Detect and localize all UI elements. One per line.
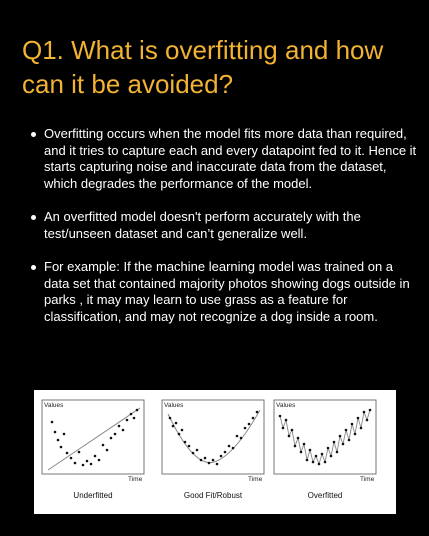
panel-frame	[161, 399, 265, 475]
fit-curve	[167, 409, 261, 464]
bullet-item: Overfitting occurs when the model fits m…	[22, 126, 417, 192]
fit-comparison-svg: Values Time Underfitted Values Time	[41, 399, 377, 500]
panel-good-fit: Values Time Good Fit/Robust	[161, 399, 265, 500]
fit-comparison-figure: Values Time Underfitted Values Time	[34, 390, 396, 514]
data-points	[278, 408, 372, 466]
panel-caption: Good Fit/Robust	[184, 491, 243, 500]
panel-underfitted: Values Time Underfitted	[41, 399, 145, 500]
y-axis-label: Values	[276, 402, 296, 409]
y-axis-label: Values	[44, 402, 64, 409]
bullet-dot-icon	[31, 215, 36, 220]
bullet-item: For example: If the machine learning mod…	[22, 259, 417, 325]
data-points	[168, 410, 259, 466]
page-title: Q1. What is overfitting and how can it b…	[22, 35, 384, 99]
panel-overfitted: Values Time Overfitted	[273, 399, 377, 500]
y-axis-label: Values	[164, 402, 184, 409]
panel-frame	[41, 399, 145, 475]
panel-caption: Underfitted	[73, 491, 112, 500]
x-axis-label: Time	[248, 476, 263, 483]
bullet-text: Overfitting occurs when the model fits m…	[44, 126, 417, 191]
bullet-dot-icon	[31, 265, 36, 270]
panel-caption: Overfitted	[308, 491, 343, 500]
bullet-text: For example: If the machine learning mod…	[44, 259, 410, 324]
bullet-list: Overfitting occurs when the model fits m…	[22, 126, 417, 342]
fit-line	[47, 407, 141, 471]
bullet-dot-icon	[31, 132, 36, 137]
x-axis-label: Time	[360, 476, 375, 483]
bullet-item: An overfitted model doesn't perform accu…	[22, 209, 417, 242]
data-points	[50, 408, 139, 467]
bullet-text: An overfitted model doesn't perform accu…	[44, 209, 361, 241]
x-axis-label: Time	[128, 476, 143, 483]
